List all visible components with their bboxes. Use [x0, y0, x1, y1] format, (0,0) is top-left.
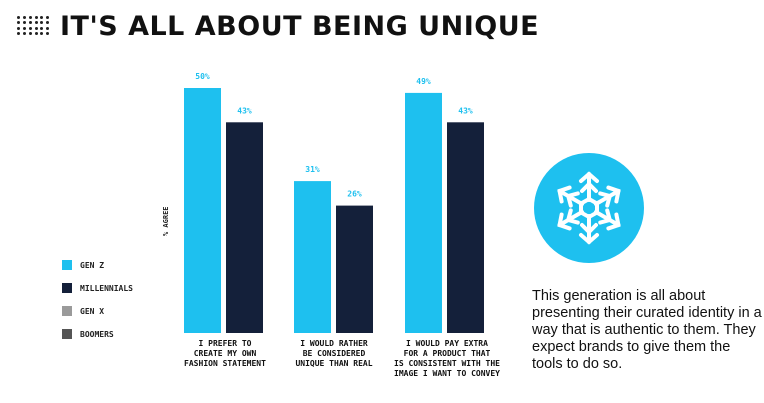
legend-item-gen-x: GEN X: [62, 304, 133, 318]
category-label: I WOULD PAY EXTRA FOR A PRODUCT THAT IS CO…: [381, 339, 513, 379]
category-label-line: CREATE MY OWN: [193, 349, 257, 358]
snowflake-badge: [534, 153, 644, 263]
data-label: 26%: [347, 190, 362, 199]
legend-item-boomers: BOOMERS: [62, 327, 133, 341]
category-label-line: BE CONSIDERED: [302, 349, 366, 358]
category-label-line: FOR A PRODUCT THAT: [403, 349, 491, 358]
legend-label: MILLENNIALS: [80, 283, 133, 293]
bar-millennials-2: [447, 122, 484, 333]
legend-label: GEN Z: [80, 260, 105, 270]
category-label-line: I WOULD PAY EXTRA: [406, 339, 488, 348]
data-label: 50%: [195, 72, 210, 81]
category-label: I PREFER TO CREATE MY OWN FASHION STATEMEN…: [159, 339, 291, 369]
legend-label: BOOMERS: [80, 329, 114, 339]
category-label: I WOULD RATHER BE CONSIDERED UNIQUE THAN R…: [268, 339, 400, 369]
bar-gen-z-1: [294, 181, 331, 333]
category-label-line: I PREFER TO: [198, 339, 252, 348]
legend-swatch: [62, 329, 72, 339]
legend-item-millennials: MILLENNIALS: [62, 281, 133, 295]
bar-millennials-1: [336, 205, 373, 333]
legend-item-gen-z: GEN Z: [62, 258, 133, 272]
data-label: 31%: [305, 165, 320, 174]
category-label-line: FASHION STATEMENT: [184, 359, 266, 368]
bar-gen-z-0: [184, 88, 221, 333]
bar-millennials-0: [226, 122, 263, 333]
legend-swatch: [62, 283, 72, 293]
legend-swatch: [62, 260, 72, 270]
data-label: 49%: [416, 77, 431, 86]
snowflake-icon: [553, 171, 625, 244]
category-label-line: I WOULD RATHER: [300, 339, 368, 348]
data-label: 43%: [237, 106, 252, 115]
category-label-line: IS CONSISTENT WITH THE: [394, 359, 500, 368]
legend-swatch: [62, 306, 72, 316]
bar-gen-z-2: [405, 92, 442, 334]
legend: GEN Z MILLENNIALS GEN X BOOMERS: [62, 258, 133, 350]
dot-grid-decoration: [17, 16, 51, 36]
description-text: This generation is all about presenting …: [532, 288, 762, 372]
category-label-line: IMAGE I WANT TO CONVEY: [394, 369, 500, 378]
category-label-line: UNIQUE THAN REAL: [295, 359, 373, 368]
data-label: 43%: [458, 106, 473, 115]
chart-title: IT'S ALL ABOUT BEING UNIQUE: [60, 11, 540, 42]
legend-label: GEN X: [80, 306, 105, 316]
